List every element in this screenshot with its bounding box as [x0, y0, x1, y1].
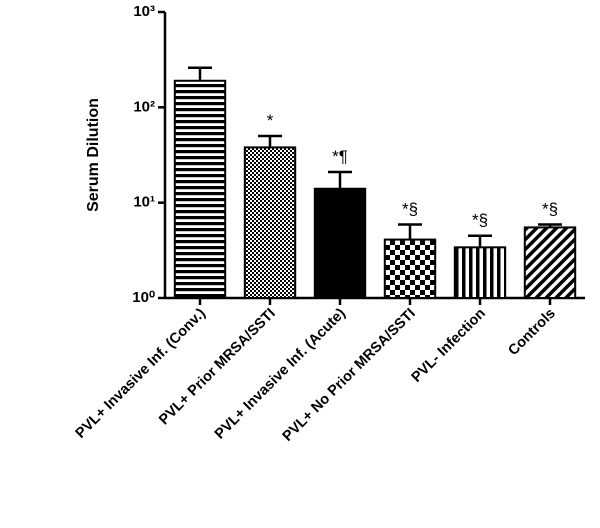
bar	[453, 246, 507, 299]
x-tick-label: PVL- Infection	[409, 306, 489, 386]
x-tick-label: PVL+ Invasive Inf. (Conv.)	[73, 305, 209, 441]
y-tick-label: 10⁰	[132, 289, 155, 306]
x-tick-label: Controls	[505, 306, 558, 359]
bar	[383, 238, 437, 299]
annotation: *§	[472, 211, 488, 230]
annotation: *	[267, 111, 274, 130]
bar	[173, 79, 227, 299]
bar	[243, 146, 297, 299]
annotation: *§	[402, 200, 418, 219]
y-axis-label: Serum Dilution	[85, 98, 102, 212]
bar	[523, 226, 577, 300]
annotation: *§	[542, 200, 558, 219]
y-tick-label: 10³	[133, 3, 155, 20]
x-tick-label: PVL+ No Prior MRSA/SSTI	[280, 306, 419, 445]
y-tick-label: 10²	[133, 98, 155, 115]
x-tick-label: PVL+ Invasive Inf. (Acute)	[212, 305, 349, 442]
y-tick-label: 10¹	[133, 194, 155, 211]
x-tick-label: PVL+ Prior MRSA/SSTI	[156, 306, 279, 429]
annotation: *¶	[332, 147, 348, 166]
bar	[313, 187, 367, 299]
